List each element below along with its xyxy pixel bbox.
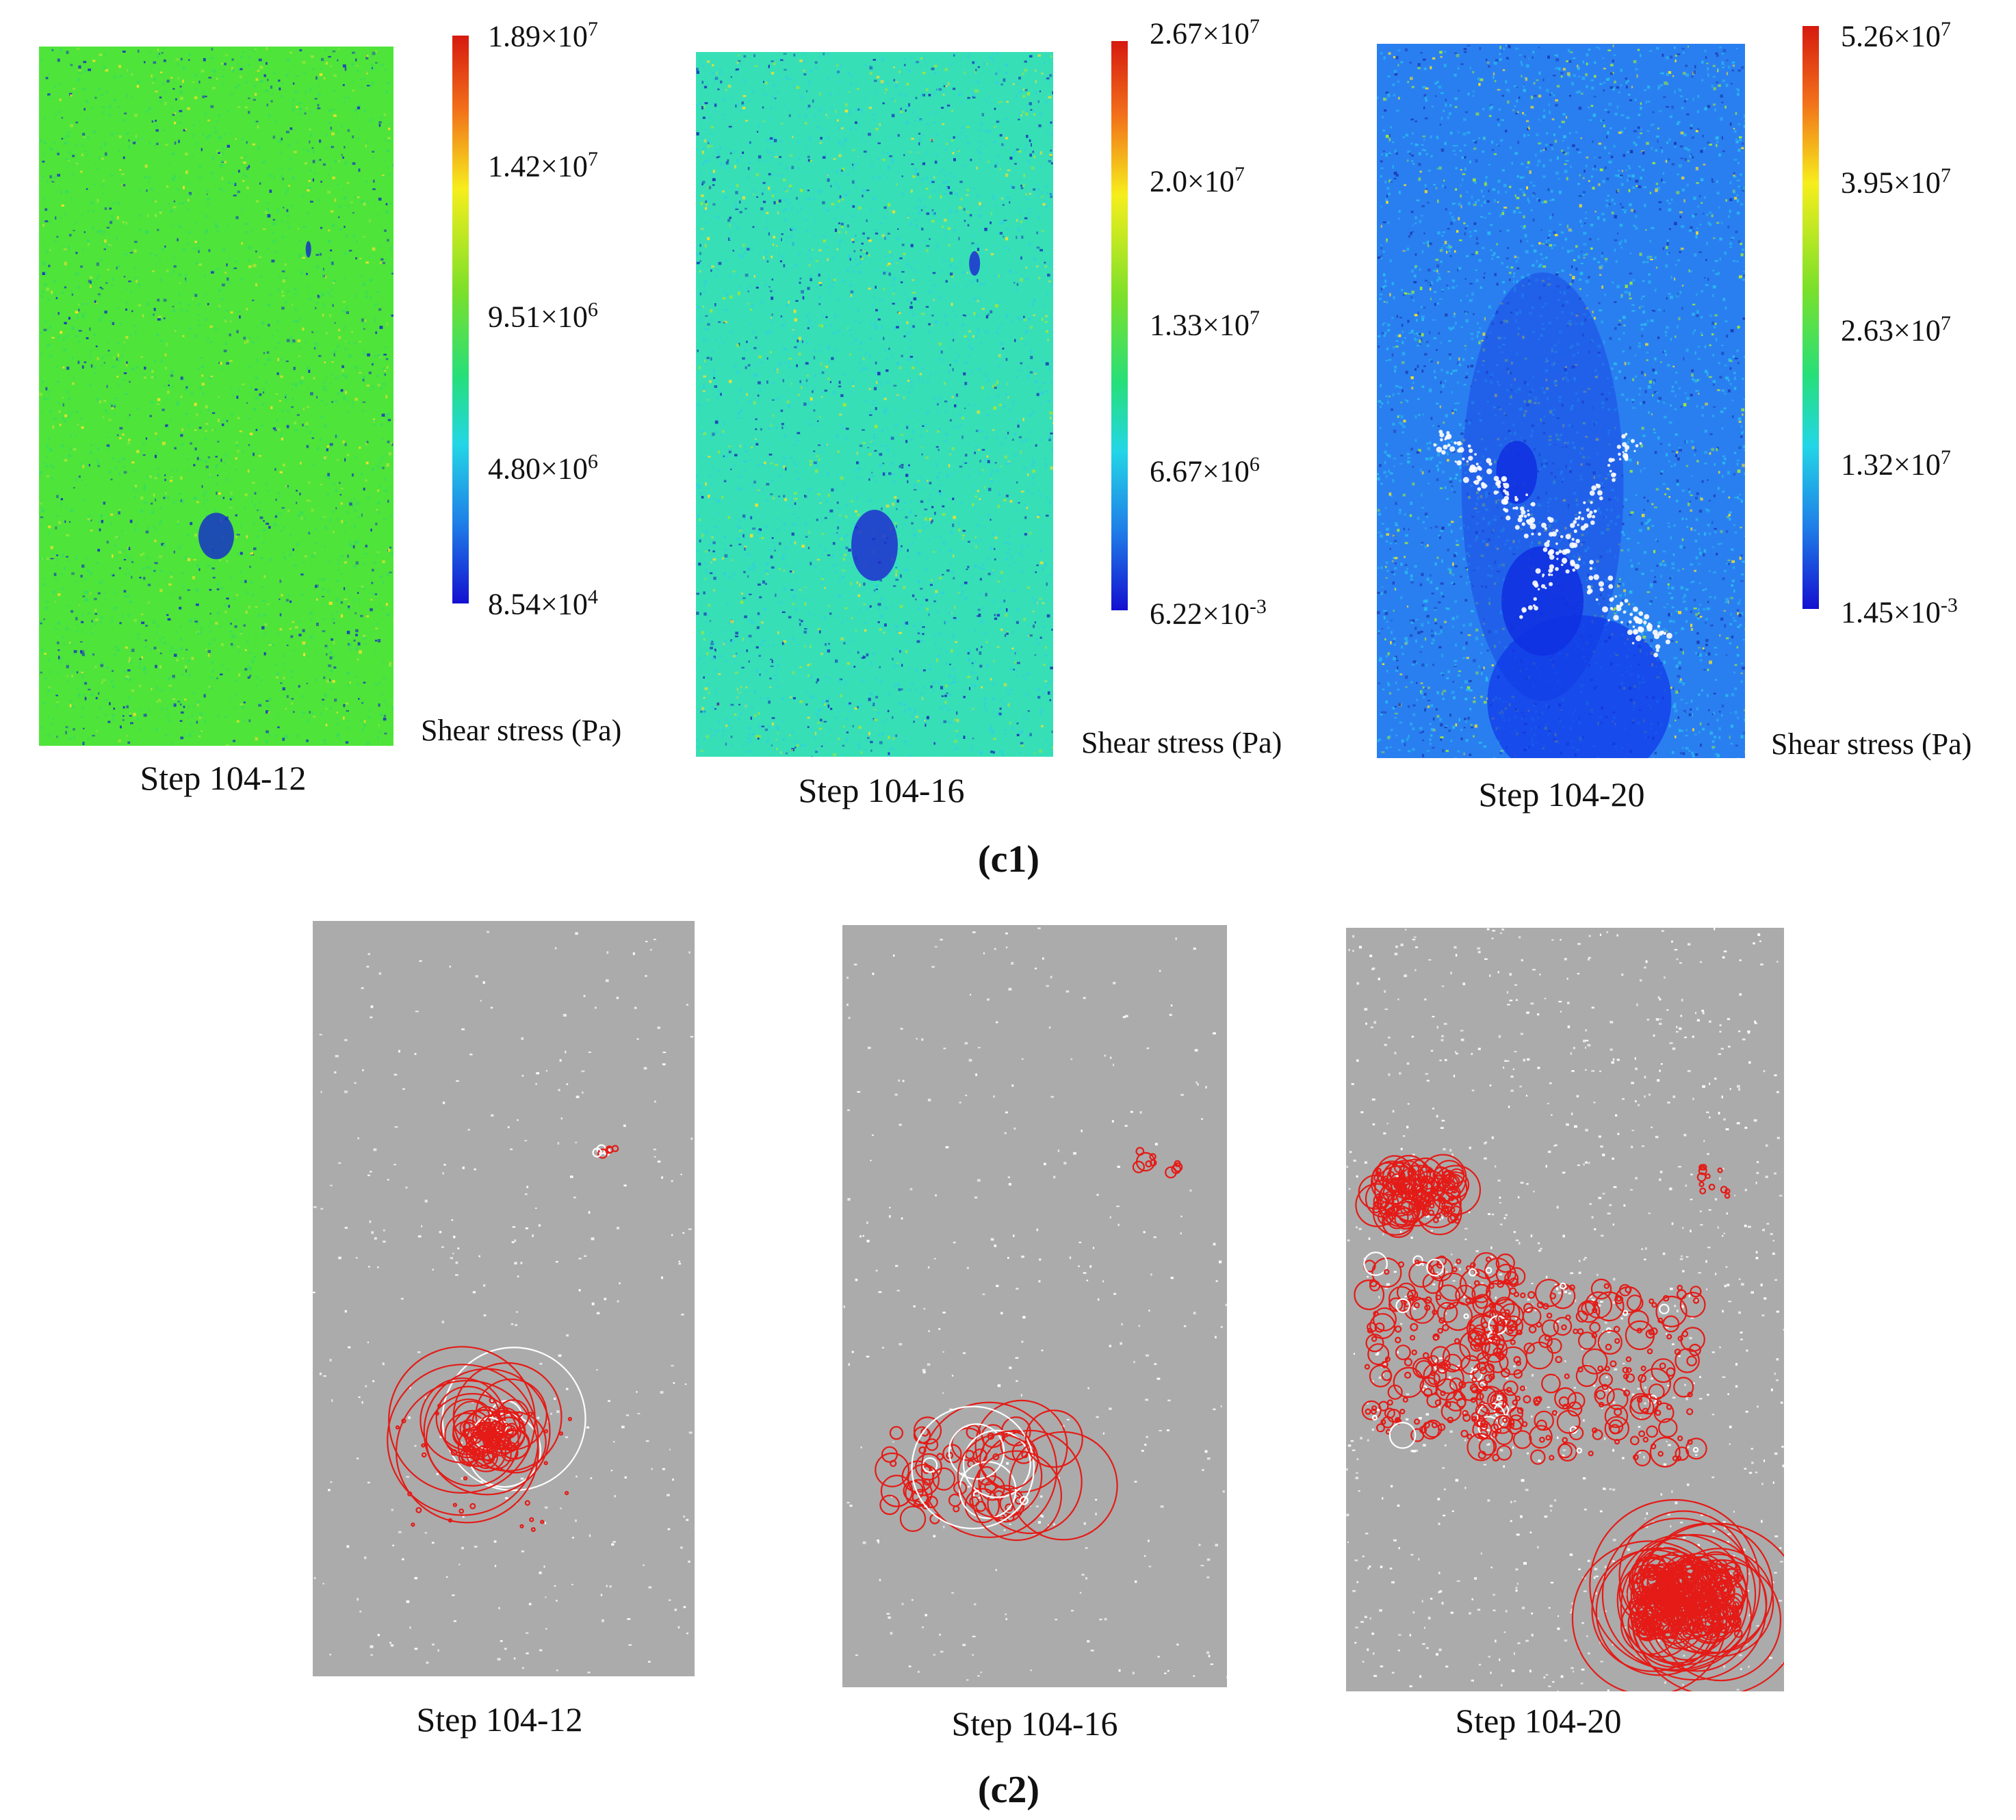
- ae-event-cluster: [452, 1409, 526, 1470]
- figure-label-c2: (c2): [977, 1769, 1040, 1811]
- panel-caption: Step 104-20: [1455, 1702, 1622, 1740]
- colorbar-tick: 2.0×107: [1150, 163, 1245, 198]
- colorbar-unit-label: Shear stress (Pa): [1081, 726, 1282, 759]
- ae-map-step-104-16: [842, 925, 1227, 1687]
- panel-caption: Step 104-12: [140, 759, 307, 797]
- panel-caption: Step 104-20: [1478, 775, 1645, 814]
- colorbar-tick: 6.67×106: [1150, 453, 1260, 489]
- panel-caption: Step 104-16: [798, 771, 965, 809]
- ae-event-cluster: [395, 1397, 572, 1532]
- stress-map-step-104-20: [1377, 44, 1745, 758]
- colorbar-tick-min: 8.54×104: [488, 586, 598, 621]
- colorbar-tick-max: 2.67×107: [1150, 15, 1260, 51]
- colorbar-tick-max: 1.89×107: [488, 18, 598, 53]
- colorbar-step-104-16: [1111, 41, 1128, 610]
- panel-caption: Step 104-16: [951, 1704, 1118, 1743]
- ae-map-step-104-12: [313, 921, 695, 1676]
- colorbar-step-104-20: [1802, 26, 1819, 609]
- colorbar-tick: 9.51×106: [488, 298, 598, 334]
- ae-event-cluster: [1696, 1164, 1731, 1199]
- ae-event-cluster: [1132, 1147, 1183, 1179]
- stress-texture: [696, 52, 1053, 757]
- colorbar-unit-label: Shear stress (Pa): [1771, 727, 1972, 761]
- colorbar-tick: 4.80×106: [488, 450, 598, 486]
- colorbar-tick-min: 6.22×10-3: [1150, 595, 1267, 631]
- stress-map-step-104-12: [39, 47, 393, 746]
- stress-map-step-104-16: [696, 52, 1053, 757]
- ae-event-cluster: [911, 1399, 1118, 1542]
- figure-label-c1: (c1): [977, 838, 1040, 881]
- colorbar-tick: 3.95×107: [1841, 164, 1951, 200]
- colorbar-step-104-12: [452, 36, 469, 603]
- colorbar-tick-max: 5.26×107: [1841, 18, 1951, 53]
- colorbar-tick: 2.63×107: [1841, 312, 1951, 348]
- ae-white-particles: [313, 931, 695, 1674]
- colorbar-tick: 1.32×107: [1841, 446, 1951, 482]
- colorbar-tick: 1.33×107: [1150, 307, 1260, 342]
- ae-event-cluster: [1355, 1154, 1482, 1238]
- ae-map-step-104-20: [1346, 928, 1784, 1691]
- fracture-trace: [1433, 430, 1672, 658]
- colorbar-unit-label: Shear stress (Pa): [421, 714, 622, 747]
- ae-event-cluster: [592, 1144, 619, 1159]
- colorbar-tick: 1.42×107: [488, 148, 598, 183]
- panel-caption: Step 104-12: [416, 1700, 583, 1739]
- ae-event-cluster: [1627, 1554, 1744, 1641]
- ae-event-cluster: [1466, 1278, 1707, 1468]
- stress-texture: [39, 47, 393, 746]
- colorbar-tick-min: 1.45×10-3: [1841, 594, 1958, 629]
